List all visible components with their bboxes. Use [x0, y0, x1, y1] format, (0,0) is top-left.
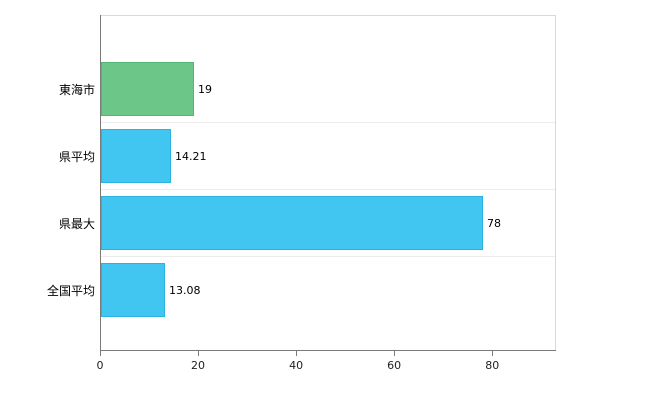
x-tick-mark	[394, 351, 396, 356]
x-axis-line	[100, 350, 556, 351]
bar-value-label: 14.21	[175, 149, 207, 163]
x-tick-label: 20	[191, 359, 206, 372]
bar-value-label: 19	[198, 82, 212, 96]
bar-2	[101, 195, 483, 250]
plot-border-top	[100, 15, 555, 16]
bar-1	[101, 128, 171, 183]
category-label: 県最大	[58, 216, 95, 231]
x-tick-mark	[198, 351, 200, 356]
x-tick-mark	[296, 351, 298, 356]
y-axis-line	[100, 15, 101, 350]
band-separator-line	[101, 189, 555, 190]
category-label: 東海市	[58, 82, 95, 97]
category-label: 県平均	[58, 149, 95, 164]
bar-0	[101, 61, 194, 116]
x-tick-label: 80	[485, 359, 500, 372]
plot-border-right	[555, 15, 556, 350]
band-separator-line	[101, 256, 555, 257]
bar-3	[101, 262, 165, 317]
x-tick-mark	[492, 351, 494, 356]
band-separator-line	[101, 122, 555, 123]
bar-value-label: 78	[487, 216, 501, 230]
x-tick-label: 40	[289, 359, 304, 372]
x-tick-mark	[100, 351, 101, 356]
x-tick-label: 60	[387, 359, 402, 372]
x-tick-label: 0	[96, 359, 104, 372]
category-label: 全国平均	[46, 283, 95, 298]
bar-value-label: 13.08	[169, 283, 201, 297]
